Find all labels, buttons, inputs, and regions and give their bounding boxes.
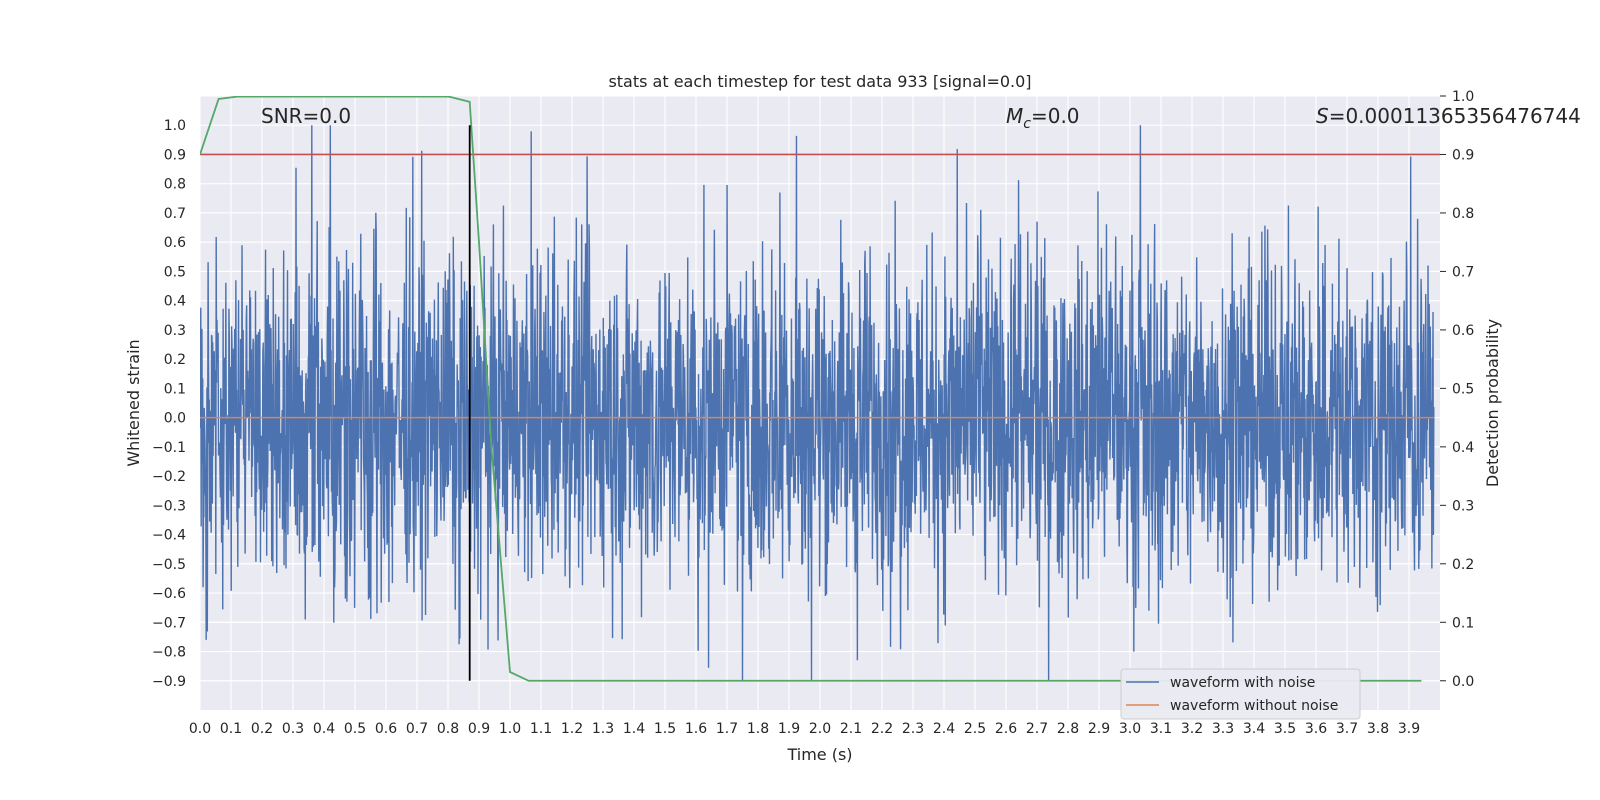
y-tick-label: 1.0 <box>164 118 186 134</box>
x-tick-label: 1.3 <box>592 721 614 737</box>
x-tick-label: 0.9 <box>468 721 490 737</box>
x-tick-label: 2.6 <box>995 721 1017 737</box>
y2-tick-label: 0.7 <box>1452 264 1474 280</box>
y2-tick-label: 0.4 <box>1452 440 1474 456</box>
s-annotation: S=0.00011365356476744 <box>1316 104 1581 128</box>
x-tick-label: 0.4 <box>313 721 335 737</box>
legend-label-clean: waveform without noise <box>1170 698 1338 714</box>
x-tick-label: 1.5 <box>654 721 676 737</box>
x-tick-label: 2.3 <box>902 721 924 737</box>
x-tick-label: 2.9 <box>1088 721 1110 737</box>
x-tick-label: 2.4 <box>933 721 955 737</box>
x-tick-label: 2.5 <box>964 721 986 737</box>
x-tick-label: 0.5 <box>344 721 366 737</box>
x-tick-label: 2.2 <box>871 721 893 737</box>
y-tick-label: 0.3 <box>164 323 186 339</box>
y-tick-label: 0.9 <box>164 147 186 163</box>
y-tick-label: 0.8 <box>164 177 186 193</box>
x-tick-label: 1.9 <box>778 721 800 737</box>
x-tick-label: 1.7 <box>716 721 738 737</box>
x-tick-label: 3.6 <box>1305 721 1327 737</box>
y-tick-labels: 1.0 0.9 0.8 0.7 0.6 0.5 0.4 0.3 0.2 0.1 0.0 −0.1 −0.… <box>152 118 186 690</box>
legend-label-noise: waveform with noise <box>1170 675 1315 691</box>
y2-tick-label: 0.9 <box>1452 147 1474 163</box>
y2-tick-label: 0.0 <box>1452 674 1474 690</box>
x-tick-label: 0.7 <box>406 721 428 737</box>
x-tick-label: 0.6 <box>375 721 397 737</box>
series-layer <box>200 96 1440 682</box>
chart-title: stats at each timestep for test data 933… <box>608 72 1031 91</box>
x-tick-label: 3.0 <box>1119 721 1141 737</box>
x-tick-label: 1.2 <box>561 721 583 737</box>
y-tick-label: −0.8 <box>152 645 186 661</box>
y2-tick-label: 0.3 <box>1452 498 1474 514</box>
y-tick-label: 0.4 <box>164 294 186 310</box>
y-tick-label: −0.3 <box>152 498 186 514</box>
y-axis-label: Whitened strain <box>124 339 143 466</box>
y2-tick-label: 0.6 <box>1452 323 1474 339</box>
x-tick-label: 2.7 <box>1026 721 1048 737</box>
x-tick-label: 3.9 <box>1398 721 1420 737</box>
y-tick-label: 0.5 <box>164 264 186 280</box>
x-tick-label: 3.2 <box>1181 721 1203 737</box>
x-axis-label: Time (s) <box>786 745 852 764</box>
x-tick-label: 2.0 <box>809 721 831 737</box>
x-tick-label: 3.3 <box>1212 721 1234 737</box>
s-value: =0.00011365356476744 <box>1329 104 1581 128</box>
y-tick-label: −0.4 <box>152 528 186 544</box>
x-tick-label: 3.7 <box>1336 721 1358 737</box>
y2-tick-labels: 1.0 0.9 0.8 0.7 0.6 0.5 0.4 0.3 0.2 0.1 0.0 <box>1440 89 1474 690</box>
x-tick-label: 2.8 <box>1057 721 1079 737</box>
x-tick-label: 3.8 <box>1367 721 1389 737</box>
x-tick-label: 0.1 <box>220 721 242 737</box>
x-tick-label: 1.0 <box>499 721 521 737</box>
x-tick-label: 0.2 <box>251 721 273 737</box>
y2-tick-label: 0.2 <box>1452 557 1474 573</box>
x-tick-label: 2.1 <box>840 721 862 737</box>
chirp-mass-subscript: c <box>1023 116 1031 132</box>
snr-annotation: SNR=0.0 <box>261 104 351 128</box>
y2-tick-label: 0.5 <box>1452 381 1474 397</box>
s-symbol: S <box>1316 104 1329 128</box>
x-tick-label: 3.4 <box>1243 721 1265 737</box>
y-tick-label: −0.1 <box>152 440 186 456</box>
y-tick-label: 0.0 <box>164 411 186 427</box>
x-tick-label: 1.4 <box>623 721 645 737</box>
y2-tick-label: 1.0 <box>1452 89 1474 105</box>
x-tick-label: 0.8 <box>437 721 459 737</box>
y2-tick-label: 0.1 <box>1452 615 1474 631</box>
chirp-mass-symbol: M <box>1006 104 1023 128</box>
x-tick-label: 3.5 <box>1274 721 1296 737</box>
series-detection-probability <box>200 96 1422 682</box>
chirp-mass-value: =0.0 <box>1031 104 1080 128</box>
chirp-mass-annotation: Mc=0.0 <box>1006 104 1080 132</box>
y-tick-label: −0.6 <box>152 586 186 602</box>
x-tick-label: 3.1 <box>1150 721 1172 737</box>
legend-frame <box>1120 668 1361 720</box>
y2-axis-label: Detection probability <box>1483 319 1502 487</box>
y2-tick-label: 0.8 <box>1452 206 1474 222</box>
y-tick-label: −0.7 <box>152 615 186 631</box>
x-tick-label: 0.0 <box>189 721 211 737</box>
y-tick-label: −0.9 <box>152 674 186 690</box>
y-tick-label: 0.2 <box>164 352 186 368</box>
series-waveform-with-noise <box>200 125 1435 681</box>
y-tick-label: 0.6 <box>164 235 186 251</box>
x-tick-label: 1.6 <box>685 721 707 737</box>
y-tick-label: −0.5 <box>152 557 186 573</box>
legend: waveform with noise waveform without noi… <box>1120 668 1361 720</box>
x-tick-label: 1.1 <box>530 721 552 737</box>
x-tick-label: 0.3 <box>282 721 304 737</box>
x-tick-label: 1.8 <box>747 721 769 737</box>
y-tick-label: 0.1 <box>164 381 186 397</box>
x-tick-labels: 0.0 0.1 0.2 0.3 0.4 0.5 0.6 0.7 0.8 0.9 1.0 1.1 1.2 1… <box>189 721 1420 737</box>
y-tick-label: 0.7 <box>164 206 186 222</box>
y-tick-label: −0.2 <box>152 469 186 485</box>
